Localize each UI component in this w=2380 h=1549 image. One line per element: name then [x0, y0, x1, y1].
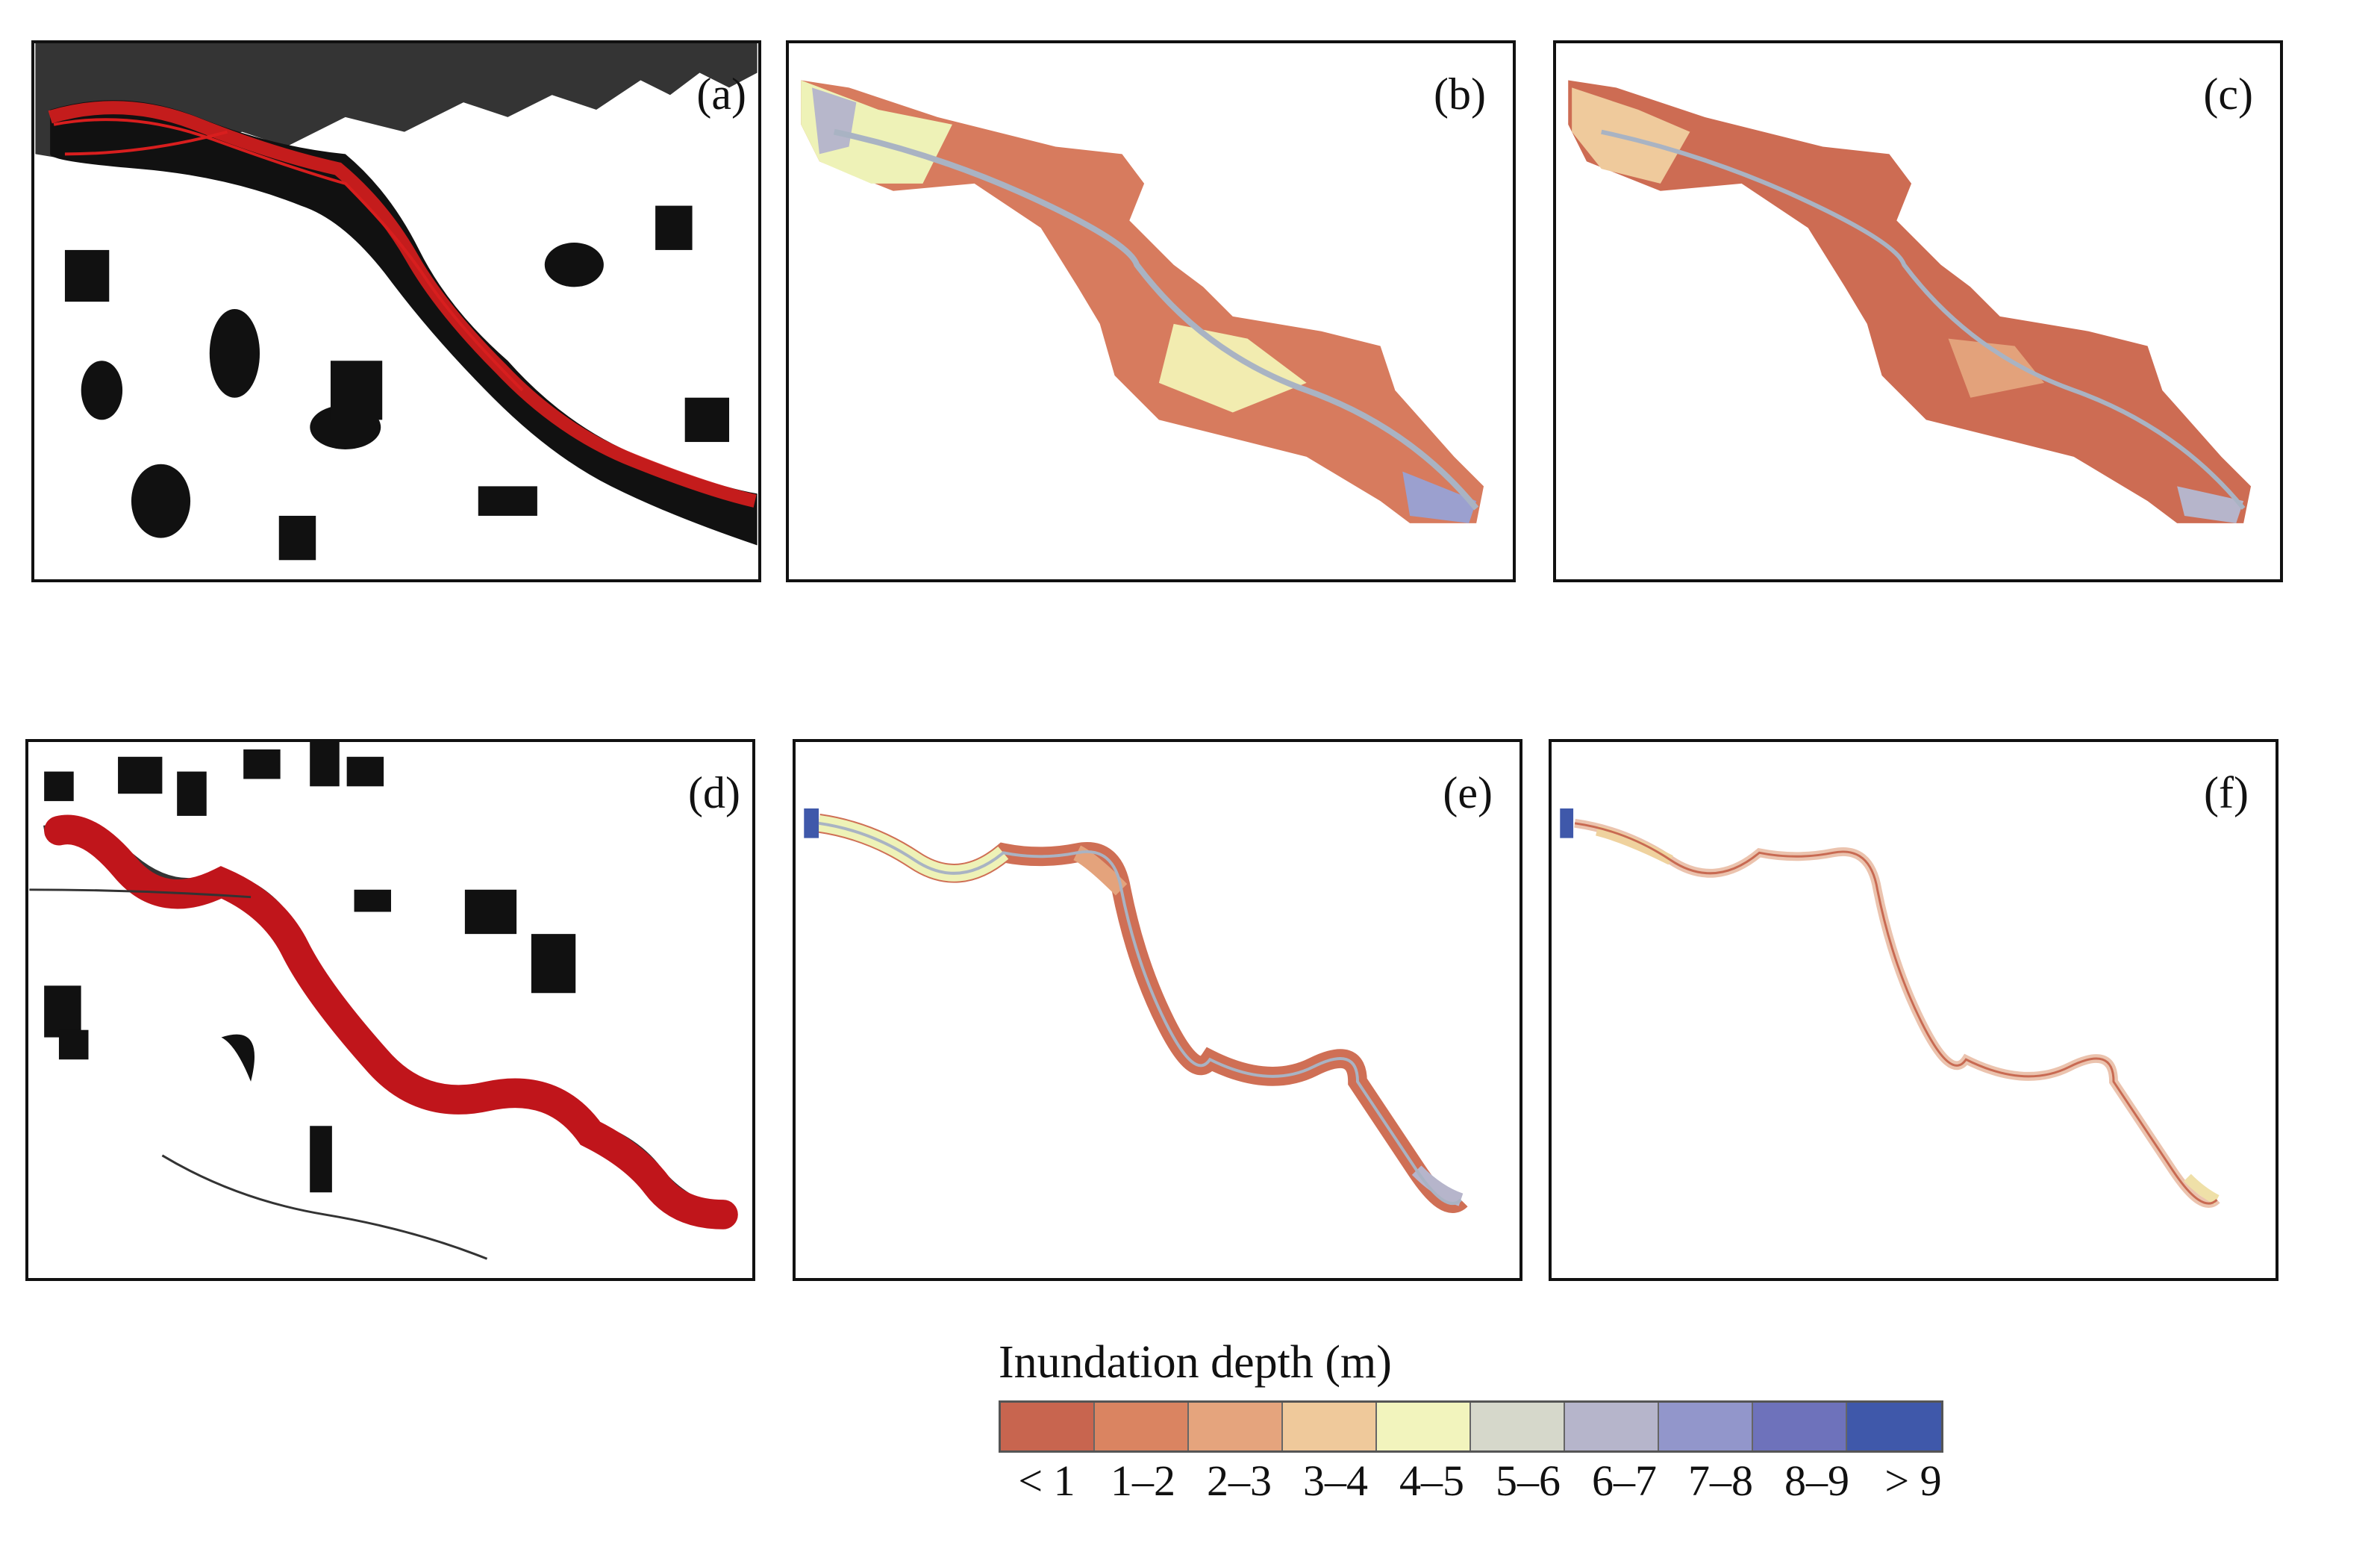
legend-swatch	[1659, 1403, 1753, 1450]
legend-swatch	[1095, 1403, 1189, 1450]
binary-water-map-a	[35, 43, 758, 561]
map-panel-b: (b)	[786, 40, 1516, 582]
legend-class-label: 8–9	[1784, 1456, 1849, 1505]
legend-swatch	[1001, 1403, 1095, 1450]
legend-title: Inundation depth (m)	[999, 1337, 1392, 1388]
panel-label-e: (e)	[1443, 768, 1493, 817]
legend-color-bar	[999, 1400, 1943, 1453]
binary-water-map-d	[29, 742, 738, 1260]
panel-label-d: (d)	[688, 768, 740, 817]
map-panel-f: (f)	[1549, 739, 2279, 1281]
legend-class-label: 5–6	[1496, 1456, 1561, 1505]
legend-class-label: 3–4	[1303, 1456, 1368, 1505]
panel-label-a: (a)	[696, 69, 746, 119]
legend-class-label: > 9	[1884, 1456, 1942, 1505]
legend-class-label: 2–3	[1207, 1456, 1272, 1505]
legend-class-label: 7–8	[1688, 1456, 1753, 1505]
legend-swatch	[1377, 1403, 1471, 1450]
legend-swatch	[1189, 1403, 1283, 1450]
panel-label-c: (c)	[2203, 69, 2253, 119]
legend-swatch	[1847, 1403, 1941, 1450]
depth-map-b	[801, 80, 1484, 523]
legend-class-label: 1–2	[1111, 1456, 1175, 1505]
legend-class-label: 6–7	[1592, 1456, 1657, 1505]
depth-map-c	[1568, 80, 2252, 523]
depth-map-f	[1560, 808, 2220, 1208]
legend-swatch	[1471, 1403, 1565, 1450]
map-panel-c: (c)	[1553, 40, 2283, 582]
legend-swatch	[1283, 1403, 1377, 1450]
map-panel-e: (e)	[793, 739, 1522, 1281]
depth-map-e	[804, 808, 1468, 1213]
legend-class-label: 4–5	[1399, 1456, 1464, 1505]
panel-label-b: (b)	[1434, 69, 1486, 119]
map-panel-d: (d)	[25, 739, 755, 1281]
legend-class-label: < 1	[1018, 1456, 1075, 1505]
panel-label-f: (f)	[2204, 768, 2249, 817]
legend-swatch	[1565, 1403, 1659, 1450]
map-panel-a: (a)	[31, 40, 761, 582]
legend-swatch	[1753, 1403, 1847, 1450]
legend-labels: < 1 1–2 2–3 3–4 4–5 5–6 6–7 7–8 8–9 > 9	[999, 1456, 1961, 1506]
